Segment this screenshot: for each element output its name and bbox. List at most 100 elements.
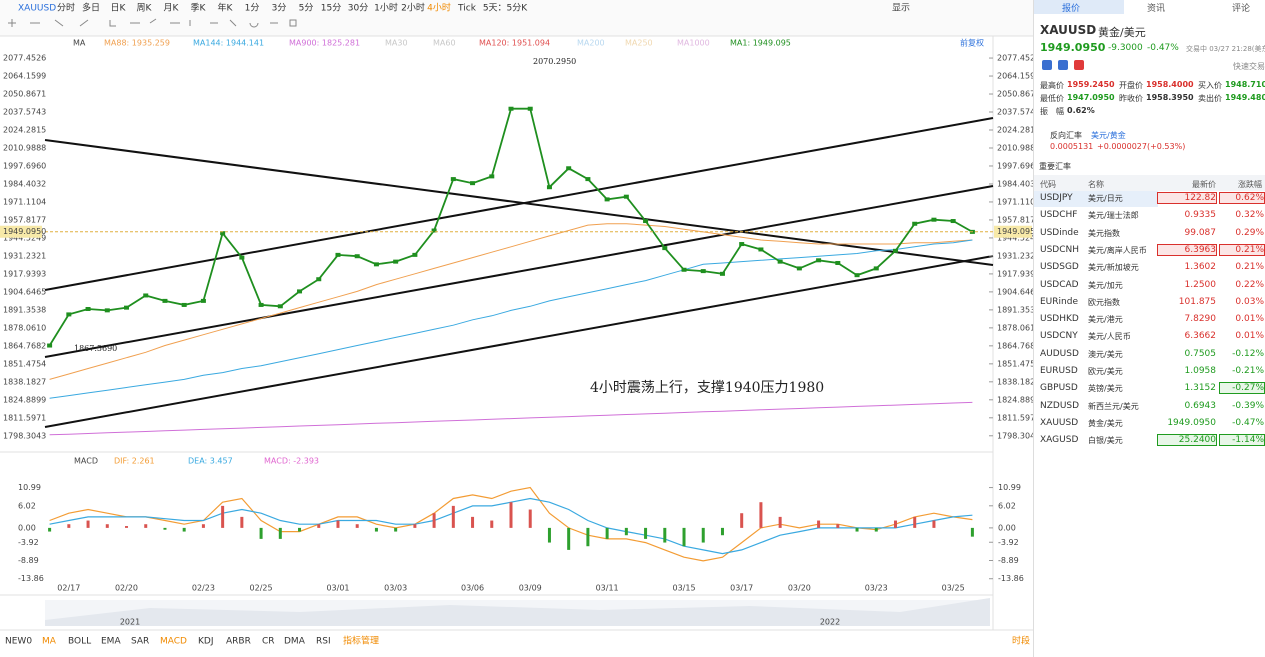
stat-value: 0.62%: [1067, 106, 1095, 115]
column-header[interactable]: 代码: [1040, 180, 1056, 189]
adjust-button[interactable]: 前复权: [960, 38, 984, 48]
row-price: 1.2500: [1184, 279, 1217, 290]
quote-price: 1949.0950: [1040, 41, 1106, 54]
period-tab[interactable]: 5分: [299, 3, 314, 14]
period-tab[interactable]: 1小时: [374, 2, 398, 14]
row-change: 0.62%: [1219, 192, 1265, 204]
row-code[interactable]: USDJPY: [1040, 193, 1073, 203]
indicator-tab[interactable]: EMA: [101, 637, 121, 647]
macd-bar: [471, 516, 475, 528]
indicator-tab[interactable]: NEW0: [5, 637, 32, 647]
drawing-tools[interactable]: [8, 18, 297, 28]
row-code[interactable]: XAUUSD: [1040, 417, 1079, 428]
row-name: 黄金/美元: [1088, 418, 1123, 428]
stat-label: 卖出价: [1198, 94, 1222, 103]
quote-change: -9.3000: [1108, 43, 1143, 53]
action-icon[interactable]: [1042, 60, 1052, 70]
row-code[interactable]: USDinde: [1040, 227, 1079, 238]
macd-bar: [163, 527, 167, 530]
row-code[interactable]: USDSGD: [1040, 262, 1079, 273]
period-tab[interactable]: 1分: [245, 3, 260, 14]
y-tick-label: 2077.4526: [3, 54, 46, 63]
row-code[interactable]: EURinde: [1040, 296, 1078, 307]
row-code[interactable]: EURUSD: [1040, 366, 1078, 376]
period-tab[interactable]: 3分: [272, 3, 287, 14]
y-tick-label: -8.89: [18, 556, 39, 565]
indicator-tab[interactable]: ARBR: [226, 637, 251, 647]
macd-bar: [374, 527, 378, 532]
period-tab[interactable]: 日K: [111, 3, 127, 14]
action-icon[interactable]: [1058, 60, 1068, 70]
legend-item: MA900: 1825.281: [289, 39, 360, 48]
macd-bar: [67, 524, 71, 528]
overview-label: 2021: [120, 618, 140, 627]
y-tick-label: 1798.3043: [997, 431, 1033, 440]
y-tick-label: 2024.2815: [3, 125, 46, 134]
column-header[interactable]: 最新价: [1192, 180, 1216, 189]
indicator-tab[interactable]: DMA: [284, 637, 306, 647]
panel-tab[interactable]: 资讯: [1147, 4, 1166, 14]
column-header[interactable]: 涨跌幅: [1238, 180, 1262, 189]
price-point: [85, 306, 91, 311]
row-change: -0.47%: [1232, 417, 1264, 428]
indicator-tab[interactable]: KDJ: [198, 637, 214, 647]
indicator-tab[interactable]: MACD: [160, 637, 187, 647]
display-menu[interactable]: 显示: [892, 3, 910, 14]
legend-item: MA200: [577, 39, 605, 48]
period-tab[interactable]: 4小时: [427, 2, 451, 14]
action-icon[interactable]: [1074, 60, 1084, 70]
period-tab[interactable]: 30分: [348, 3, 368, 14]
column-header[interactable]: 名称: [1088, 180, 1104, 189]
row-code[interactable]: XAGUSD: [1040, 435, 1079, 446]
panel-tab[interactable]: 评论: [1232, 4, 1251, 14]
macd-bar: [86, 520, 90, 528]
period-tab[interactable]: 5天：5分K: [483, 3, 528, 14]
tool-icon[interactable]: [8, 19, 16, 27]
stat-value: 1948.7100: [1225, 80, 1265, 89]
row-code[interactable]: USDHKD: [1040, 314, 1079, 325]
y-tick-label: 2050.8671: [997, 90, 1033, 99]
y-tick-label: 10.99: [998, 483, 1021, 492]
row-code[interactable]: USDCHF: [1040, 210, 1078, 221]
tool-icon[interactable]: [30, 18, 297, 28]
period-tab[interactable]: 周K: [137, 3, 153, 14]
period-tab[interactable]: 分时: [57, 2, 75, 14]
indicator-tab[interactable]: SAR: [131, 637, 149, 647]
indicator-tab[interactable]: RSI: [316, 637, 331, 647]
row-code[interactable]: NZDUSD: [1040, 400, 1080, 411]
price-point: [739, 242, 745, 247]
row-price: 1949.0950: [1167, 417, 1216, 428]
macd-bar: [125, 526, 129, 528]
legend-item: MA60: [433, 39, 456, 48]
period-tab[interactable]: Tick: [457, 4, 477, 14]
price-point: [758, 247, 764, 252]
row-code[interactable]: GBPUSD: [1040, 383, 1078, 394]
indicator-tab[interactable]: MA: [42, 637, 57, 647]
chart-area: XAUUSD 分时 多日 日K 周K 月K 季K 年K 1分 3分 5分 15分 30分 1小时 2小时 4小…: [0, 0, 1033, 647]
period-tab[interactable]: 多日: [82, 2, 100, 14]
period-tab[interactable]: 15分: [321, 3, 341, 14]
panel-tab[interactable]: 报价: [1062, 4, 1081, 14]
row-code[interactable]: USDCNY: [1040, 331, 1078, 342]
y-tick-label: 1811.5971: [3, 413, 46, 422]
trend-lines: [44, 117, 994, 428]
period-tab[interactable]: 月K: [164, 3, 180, 14]
toolbar-bg: [0, 0, 1033, 36]
indicator-tab[interactable]: 指标管理: [343, 635, 379, 647]
period-tab[interactable]: 季K: [191, 2, 207, 14]
period-tab[interactable]: 2小时: [401, 2, 425, 14]
indicator-tab[interactable]: BOLL: [68, 637, 91, 647]
period-tab[interactable]: 年K: [218, 2, 234, 14]
price-point: [835, 260, 841, 265]
quick-trade[interactable]: 快速交易: [1233, 62, 1265, 71]
indicator-tab[interactable]: CR: [262, 637, 275, 647]
row-code[interactable]: USDCNH: [1040, 244, 1080, 255]
macd-bar: [778, 516, 782, 528]
period-mode[interactable]: 时段: [1012, 635, 1030, 647]
y-tick-label: 1824.8899: [997, 395, 1033, 404]
price-point: [700, 269, 706, 274]
row-code[interactable]: AUDUSD: [1040, 348, 1079, 359]
row-change: 0.22%: [1235, 279, 1264, 290]
row-code[interactable]: USDCAD: [1040, 279, 1079, 290]
legend-item: MA88: 1935.259: [104, 39, 170, 48]
